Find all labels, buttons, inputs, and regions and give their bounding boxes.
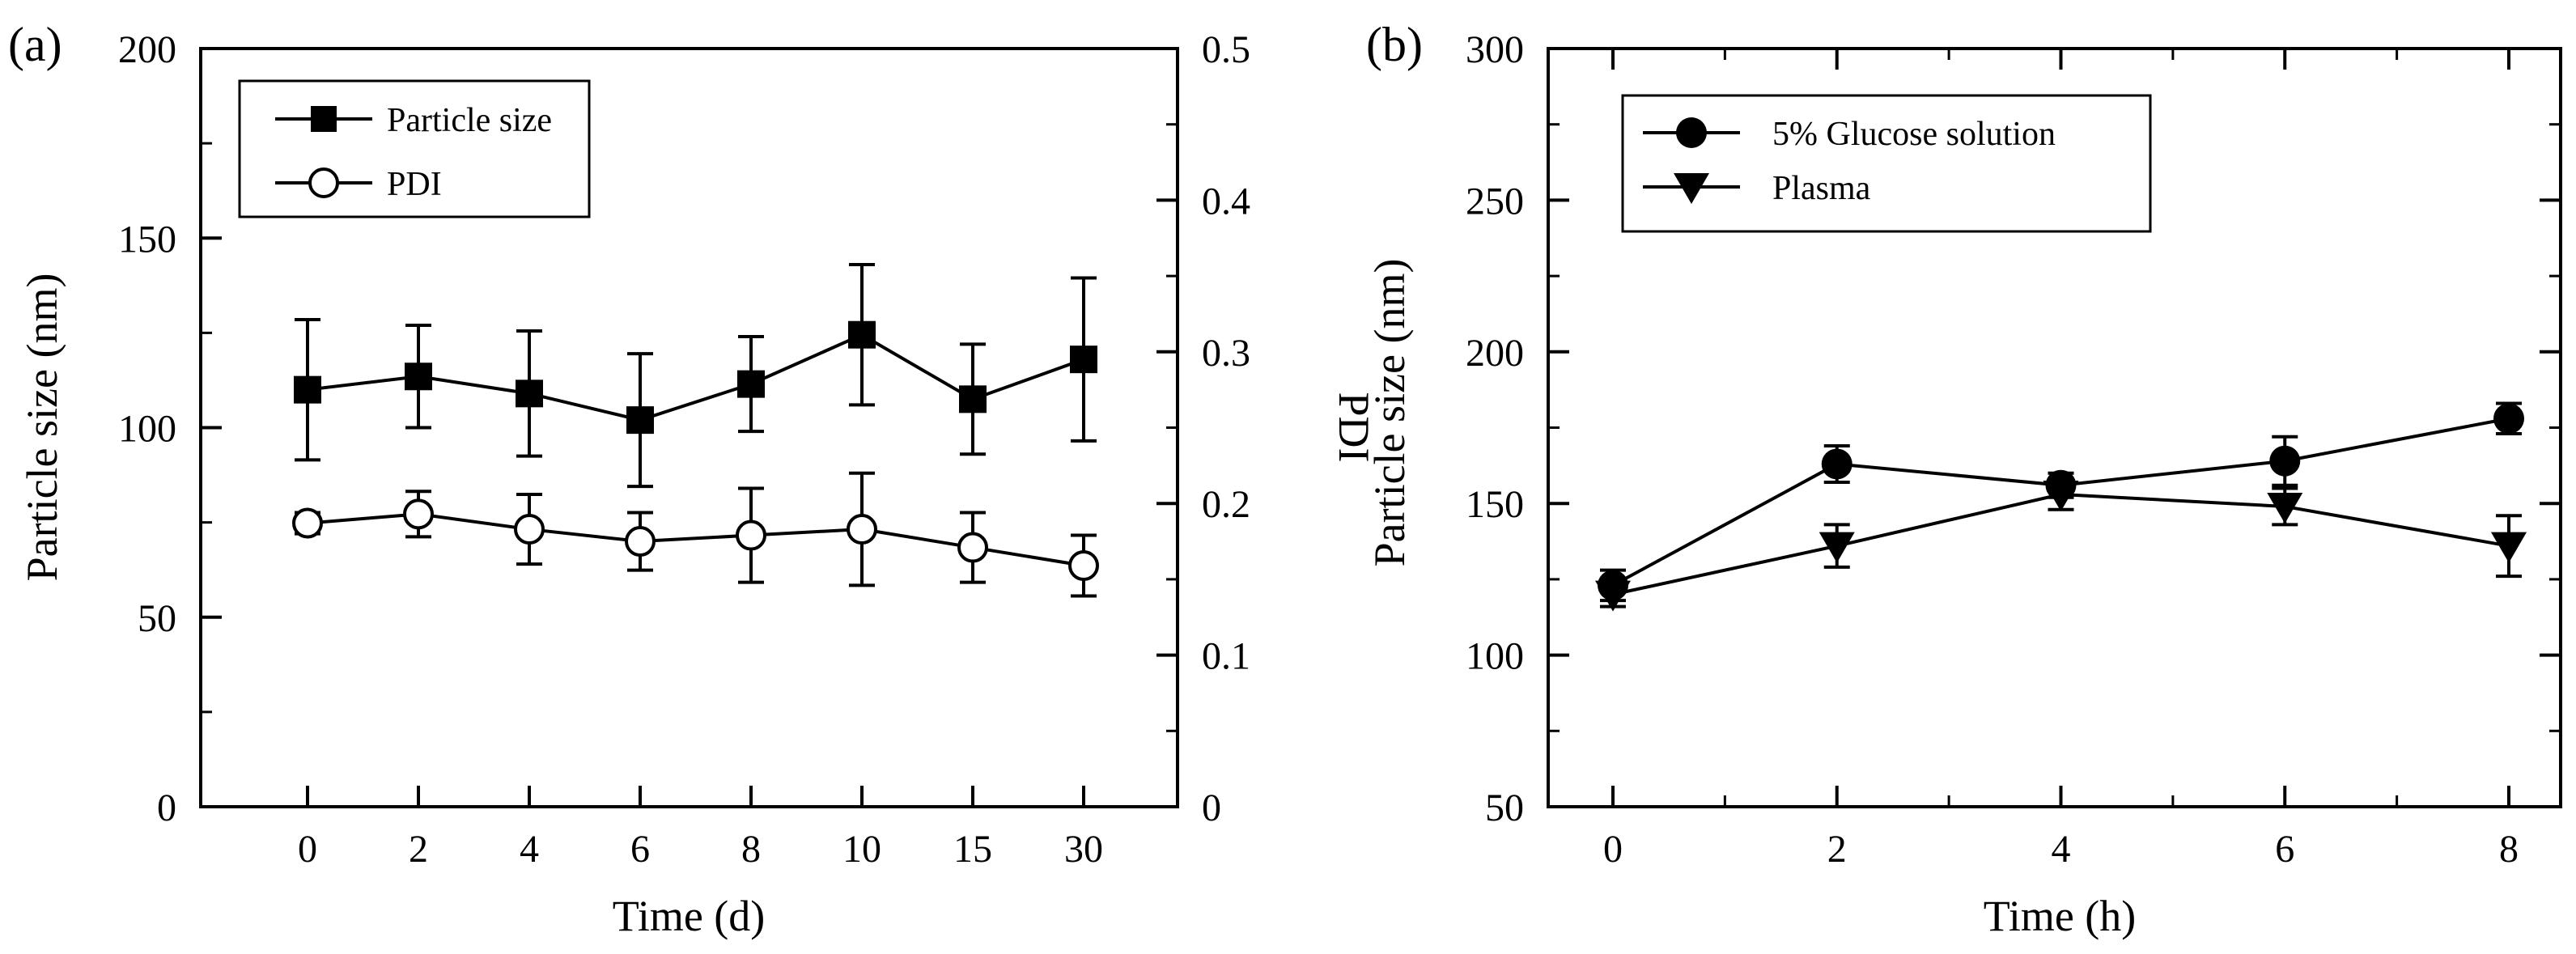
x-tick-label: 30	[1064, 828, 1103, 871]
y-tick-label: 100	[1466, 635, 1524, 678]
particle-size-series-line	[307, 333, 1084, 422]
legend-label-pdi: PDI	[387, 166, 442, 203]
panel-a-x-axis-title: Time (d)	[613, 892, 766, 940]
y-tick-label: 300	[1466, 28, 1524, 71]
y2-tick-label: 0.4	[1202, 180, 1250, 223]
panel-a-ticks: 0 50 100 150 200 0 0.1 0.2 0.3 0.4 0.5 0 2 4 6 8 10 15 30	[118, 28, 1250, 871]
x-tick-label: 0	[298, 828, 317, 871]
pdi-data-point	[292, 507, 323, 539]
glucose-data-point	[1821, 448, 1852, 480]
x-tick-label: 8	[741, 828, 761, 871]
panel-a-series	[292, 263, 1099, 598]
particle-size-data-point	[1070, 346, 1097, 374]
particle-size-data-point	[405, 363, 432, 391]
x-tick-label: 8	[2499, 828, 2519, 871]
particle-size-data-point	[516, 379, 543, 408]
panel-a-y2-axis-title: PDI	[1330, 392, 1378, 462]
y2-tick-label: 0	[1202, 787, 1221, 829]
pdi-data-point	[625, 526, 656, 558]
y2-tick-label: 0.3	[1202, 332, 1250, 375]
glucose-data-point	[2269, 445, 2301, 477]
pdi-data-point	[514, 514, 545, 545]
x-tick-label: 6	[2275, 828, 2294, 871]
x-tick-label: 2	[1827, 828, 1847, 871]
particle-size-data-point	[294, 375, 321, 404]
glucose-data-point	[2045, 469, 2077, 501]
plasma-data-point	[2267, 492, 2303, 524]
pdi-data-point	[736, 519, 766, 551]
panel-a-y-axis-title: Particle size (nm)	[18, 273, 66, 582]
y-tick-label: 50	[1485, 787, 1524, 829]
glucose-data-point	[2493, 403, 2524, 435]
legend-label-plasma: Plasma	[1772, 170, 1871, 207]
panel-b-particle-size-chart: (b) Particle size (nm) Time (h) 50 100 150…	[1365, 18, 2562, 940]
pdi-series-line	[307, 512, 1084, 568]
y-tick-label: 150	[118, 218, 176, 261]
x-tick-label: 4	[520, 828, 539, 871]
particle-size-data-point	[737, 370, 765, 398]
plasma-data-point	[1818, 532, 1855, 563]
pdi-data-point	[957, 532, 988, 563]
particle-size-data-point	[626, 406, 654, 435]
legend-marker-pdi	[308, 167, 339, 198]
panel-a-particle-size-pdi-chart: (a) Particle size (nm) PDI Time (d) 0 50 1…	[8, 18, 1378, 940]
plasma-data-point	[2491, 532, 2527, 563]
legend-marker-plasma	[1674, 173, 1709, 204]
particle-size-data-point	[848, 320, 876, 349]
y-tick-label: 100	[118, 408, 176, 451]
pdi-data-point	[1068, 550, 1099, 582]
glucose-data-point	[1598, 570, 1628, 601]
x-tick-label: 4	[2052, 828, 2071, 871]
y2-tick-label: 0.1	[1202, 635, 1250, 678]
panel-b-ticks: 50 100 150 200 250 300 0 2 4 6 8	[1466, 28, 2561, 871]
panel-b-series	[1595, 401, 2527, 612]
x-tick-label: 6	[630, 828, 650, 871]
x-tick-label: 10	[842, 828, 881, 871]
panel-b-legend: 5% Glucose solution Plasma	[1621, 94, 2152, 233]
y-tick-label: 150	[1466, 483, 1524, 526]
x-tick-label: 2	[409, 828, 428, 871]
panel-b-label: (b)	[1366, 18, 1423, 71]
pdi-data-point	[403, 498, 434, 530]
x-tick-label: 0	[1603, 828, 1623, 871]
panel-b-y-axis-title: Particle size (nm)	[1365, 259, 1414, 567]
panel-b-legend-box	[1621, 94, 2152, 233]
legend-marker-particle-size	[311, 106, 337, 132]
particle-size-data-point	[959, 385, 987, 413]
y-tick-label: 0	[157, 787, 176, 829]
panel-b-x-axis-title: Time (h)	[1984, 892, 2137, 940]
y2-tick-label: 0.5	[1202, 28, 1250, 71]
y2-tick-label: 0.2	[1202, 483, 1250, 526]
pdi-data-point	[847, 514, 877, 545]
legend-label-glucose: 5% Glucose solution	[1772, 116, 2056, 153]
panel-a-legend: Particle size PDI	[238, 79, 591, 218]
y-tick-label: 250	[1466, 180, 1524, 223]
y-tick-label: 50	[138, 597, 176, 640]
panel-a-label: (a)	[8, 18, 62, 71]
panel-a-legend-box	[238, 79, 591, 218]
y-tick-label: 200	[1466, 332, 1524, 375]
y-tick-label: 200	[118, 28, 176, 71]
legend-marker-glucose	[1676, 117, 1707, 148]
legend-label-particle-size: Particle size	[387, 102, 552, 139]
x-tick-label: 15	[953, 828, 992, 871]
